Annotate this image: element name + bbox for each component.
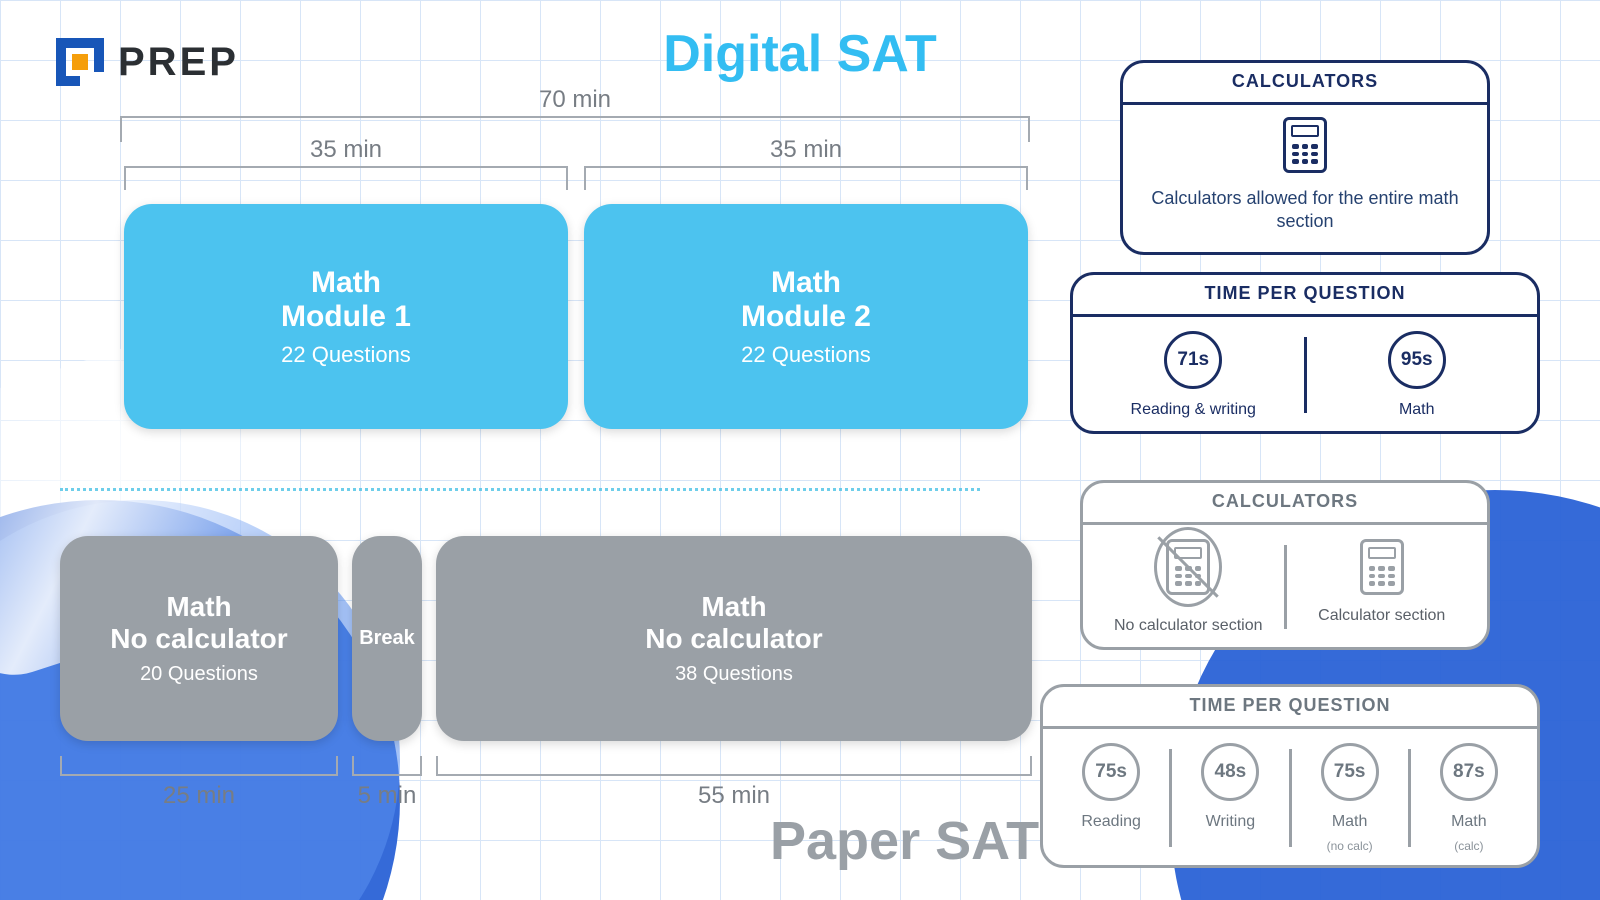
- panel-time-paper: TIME PER QUESTION 75s Reading 48s Writin…: [1040, 684, 1540, 868]
- card-subtitle: No calculator: [645, 623, 822, 655]
- clock-label: Reading: [1081, 813, 1141, 831]
- panel-calculators-paper: CALCULATORS No calculator section: [1080, 480, 1490, 650]
- calculator-icon: [1283, 117, 1327, 173]
- no-calculator-icon: [1166, 539, 1210, 595]
- clock-icon: 75s: [1321, 743, 1379, 801]
- panel-title: CALCULATORS: [1083, 483, 1487, 525]
- clock-icon: 71s: [1164, 331, 1222, 389]
- card-digital-mod1: Math Module 1 22 Questions: [124, 204, 568, 429]
- card-title: Math: [311, 266, 381, 300]
- card-paper-break: Break: [352, 536, 422, 741]
- card-questions: 38 Questions: [675, 663, 793, 686]
- clock-label: Reading & writing: [1131, 401, 1256, 419]
- panel-item-label: Calculator section: [1318, 607, 1445, 625]
- card-subtitle: No calculator: [110, 623, 287, 655]
- card-title: Math: [771, 266, 841, 300]
- clock-label: Math: [1451, 813, 1487, 831]
- panel-title: TIME PER QUESTION: [1073, 275, 1537, 317]
- card-questions: 20 Questions: [140, 663, 258, 686]
- bracket-digital-mod2: [584, 166, 1028, 190]
- bracket-paper-nocalc: [60, 756, 338, 776]
- clock-icon: 75s: [1082, 743, 1140, 801]
- logo-text: PREP: [118, 40, 239, 85]
- title-paper: Paper SAT: [770, 810, 1039, 872]
- clock-value: 75s: [1334, 761, 1366, 783]
- bracket-label-break: 5 min: [358, 782, 417, 810]
- clock-value: 71s: [1177, 349, 1209, 371]
- panel-text: Calculators allowed for the entire math …: [1123, 177, 1487, 252]
- panel-time-digital: TIME PER QUESTION 71s Reading & writing …: [1070, 272, 1540, 434]
- panel-item-label: No calculator section: [1114, 617, 1263, 635]
- clock-value: 95s: [1401, 349, 1433, 371]
- logo-icon: [56, 38, 104, 86]
- card-digital-mod2: Math Module 2 22 Questions: [584, 204, 1028, 429]
- card-title: Math: [166, 591, 231, 623]
- clock-label: Math: [1332, 813, 1368, 831]
- card-title: Math: [701, 591, 766, 623]
- clock-label: Math: [1399, 401, 1435, 419]
- bracket-label-mod2: 35 min: [770, 136, 842, 164]
- calculator-icon: [1360, 539, 1404, 595]
- clock-value: 75s: [1095, 761, 1127, 783]
- card-break-label: Break: [359, 627, 415, 650]
- stage: PREP Digital SAT Paper SAT 70 min 35 min…: [0, 0, 1600, 900]
- card-questions: 22 Questions: [281, 342, 411, 368]
- card-questions: 22 Questions: [741, 342, 871, 368]
- bracket-paper-calc: [436, 756, 1032, 776]
- panel-calculators-digital: CALCULATORS Calculators allowed for the …: [1120, 60, 1490, 255]
- dotted-divider: [60, 488, 980, 491]
- card-paper-calc: Math No calculator 38 Questions: [436, 536, 1032, 741]
- bracket-label-nocalc: 25 min: [163, 782, 235, 810]
- clock-icon: 87s: [1440, 743, 1498, 801]
- panel-title: TIME PER QUESTION: [1043, 687, 1537, 729]
- clock-label: Writing: [1206, 813, 1256, 831]
- clock-value: 48s: [1215, 761, 1247, 783]
- panel-title: CALCULATORS: [1123, 63, 1487, 105]
- clock-value: 87s: [1453, 761, 1485, 783]
- bracket-digital-mod1: [124, 166, 568, 190]
- bracket-paper-break: [352, 756, 422, 776]
- clock-icon: 48s: [1201, 743, 1259, 801]
- bracket-label-total: 70 min: [539, 86, 611, 114]
- clock-icon: 95s: [1388, 331, 1446, 389]
- card-subtitle: Module 1: [281, 300, 411, 334]
- bracket-label-mod1: 35 min: [310, 136, 382, 164]
- card-subtitle: Module 2: [741, 300, 871, 334]
- bracket-digital-total: [120, 116, 1030, 142]
- clock-sublabel: (no calc): [1327, 839, 1373, 853]
- bracket-label-calc: 55 min: [698, 782, 770, 810]
- title-digital: Digital SAT: [663, 24, 936, 84]
- card-paper-nocalc: Math No calculator 20 Questions: [60, 536, 338, 741]
- clock-sublabel: (calc): [1454, 839, 1483, 853]
- logo: PREP: [56, 38, 239, 86]
